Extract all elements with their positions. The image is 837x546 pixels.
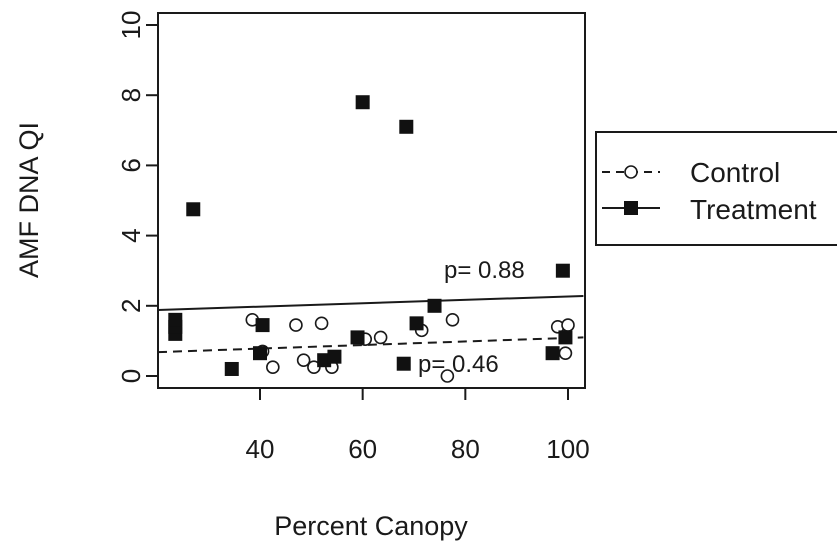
treatment-point xyxy=(399,119,414,134)
treatment-point xyxy=(186,202,201,217)
treatment-point xyxy=(355,95,370,110)
treatment-point xyxy=(555,263,570,278)
treatment-point xyxy=(224,361,239,376)
x-tick-label: 60 xyxy=(348,434,377,464)
legend: Control Treatment xyxy=(595,131,837,246)
legend-control-label: Control xyxy=(690,157,780,188)
y-tick-label: 8 xyxy=(116,88,146,102)
treatment-point xyxy=(350,330,365,345)
x-tick-label: 40 xyxy=(246,434,275,464)
y-tick-label: 6 xyxy=(116,158,146,172)
x-tick-label: 100 xyxy=(546,434,589,464)
legend-treatment-marker xyxy=(624,201,638,215)
treatment-point xyxy=(545,346,560,361)
control-point xyxy=(561,318,575,332)
legend-treatment-label: Treatment xyxy=(690,194,817,225)
control-point xyxy=(445,313,460,327)
control-p-value: p= 0.46 xyxy=(418,351,499,378)
treatment-point xyxy=(327,349,342,364)
y-tick-label: 4 xyxy=(116,228,146,242)
legend-box xyxy=(595,131,837,246)
control-point xyxy=(296,353,311,368)
x-axis-title: Percent Canopy xyxy=(274,511,468,541)
treatment-point xyxy=(409,316,424,331)
plot-area: 0 2 4 6 8 10 40 60 80 100 p= 0.88 p= 0.46 xyxy=(116,11,590,464)
plot-frame xyxy=(157,12,586,389)
y-axis-title: AMF DNA QI xyxy=(14,122,44,278)
treatment-p-value: p= 0.88 xyxy=(444,257,525,284)
treatment-point xyxy=(396,356,411,371)
control-point xyxy=(307,360,321,375)
control-point xyxy=(266,360,280,375)
control-point xyxy=(314,316,329,331)
treatment-point xyxy=(253,346,267,361)
control-fit-line xyxy=(157,336,584,354)
control-point xyxy=(558,346,573,360)
legend-control-marker xyxy=(624,165,638,179)
treatment-point xyxy=(558,330,573,345)
control-point xyxy=(373,330,388,345)
treatment-point xyxy=(168,312,183,327)
y-tick-label: 10 xyxy=(116,11,146,40)
x-tick-label: 80 xyxy=(451,434,480,464)
y-tick-label: 0 xyxy=(116,369,146,383)
control-point xyxy=(289,318,303,332)
treatment-point xyxy=(255,318,270,333)
treatment-fit-line xyxy=(157,294,584,312)
y-tick-label: 2 xyxy=(116,299,146,313)
control-point xyxy=(440,369,455,383)
treatment-point xyxy=(427,298,442,313)
